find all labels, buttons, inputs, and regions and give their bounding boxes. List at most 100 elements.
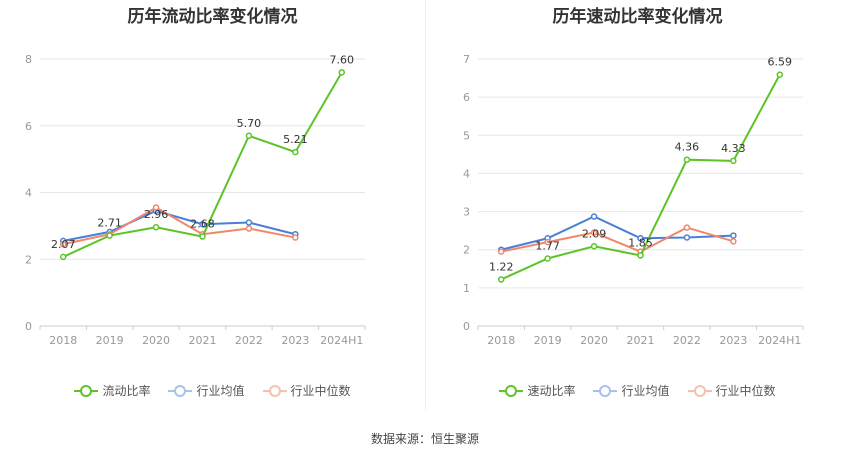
y-tick-label: 2	[25, 253, 32, 266]
legend-item-industry-average[interactable]: 行业均值	[168, 382, 245, 399]
legend-item-industry-median[interactable]: 行业中位数	[687, 382, 776, 399]
x-tick-label: 2018	[49, 334, 77, 347]
data-label: 2.71	[97, 217, 122, 230]
current-ratio-chart: 历年流动比率变化情况 0 2 4 6 8 2018 2019 2020 2021 2022 2023…	[0, 0, 425, 410]
data-point	[199, 233, 206, 240]
y-tick-label: 1	[463, 282, 470, 295]
data-label: 5.70	[237, 117, 262, 130]
legend-marker-icon	[74, 384, 99, 398]
data-point	[292, 234, 299, 241]
y-tick-label: 6	[463, 91, 470, 104]
data-point	[497, 276, 505, 283]
data-point	[106, 232, 113, 239]
data-point	[590, 229, 598, 236]
data-label: 1.85	[628, 236, 653, 249]
data-point	[637, 252, 644, 259]
panel-divider	[425, 0, 426, 410]
x-tick-label: 2024H1	[320, 334, 363, 347]
series-line-industry-average	[63, 209, 296, 242]
series-line-industry-average	[500, 215, 734, 251]
data-point	[292, 148, 299, 156]
data-point	[497, 248, 505, 255]
quick-ratio-chart: 历年速动比率变化情况 0 1 2 3 4 5 6 7 2018 2019 2020 2021 2022 2…	[425, 0, 850, 410]
y-tick-label: 0	[463, 320, 470, 333]
legend-item-current-ratio[interactable]: 流动比率	[74, 382, 150, 399]
data-label: 4.33	[721, 142, 746, 155]
data-point	[590, 213, 598, 220]
data-label: 2.68	[190, 218, 215, 231]
data-point	[199, 220, 206, 228]
y-tick-label: 6	[25, 120, 32, 133]
y-tick-label: 0	[25, 320, 32, 333]
data-label: 2.07	[51, 238, 76, 251]
y-tick-label: 3	[463, 206, 470, 219]
legend-label: 流动比率	[102, 384, 151, 398]
legend-item-industry-median[interactable]: 行业中位数	[262, 382, 351, 399]
data-label: 1.22	[489, 260, 514, 273]
x-tick-label: 2019	[96, 334, 124, 347]
x-tick-label: 2024H1	[758, 334, 801, 347]
legend-marker-icon	[499, 384, 524, 398]
chart-legend: 速动比率 行业均值 行业中位数	[425, 382, 850, 399]
data-label: 5.21	[283, 133, 308, 146]
series-line-industry-median	[501, 226, 734, 253]
x-tick-label: 2023	[281, 334, 309, 347]
x-tick-label: 2020	[580, 334, 608, 347]
legend-label: 行业均值	[621, 384, 670, 398]
y-tick-label: 4	[25, 187, 32, 200]
data-point	[730, 232, 737, 239]
legend-marker-icon	[262, 384, 287, 398]
data-point	[730, 238, 737, 245]
x-tick-label: 2018	[487, 334, 515, 347]
data-label: 2.09	[582, 227, 607, 240]
y-tick-label: 8	[25, 53, 32, 66]
data-point	[59, 240, 67, 248]
data-point	[338, 69, 346, 76]
data-point	[245, 132, 253, 140]
x-tick-label: 2022	[235, 334, 263, 347]
legend-marker-icon	[168, 384, 193, 398]
data-point	[245, 219, 253, 226]
data-source-note: 数据来源：恒生聚源	[370, 432, 479, 446]
data-point	[683, 224, 691, 231]
data-point	[59, 253, 67, 261]
x-tick-label: 2019	[534, 334, 562, 347]
y-tick-label: 5	[463, 129, 470, 142]
x-tick-label: 2022	[673, 334, 701, 347]
legend-item-quick-ratio[interactable]: 速动比率	[499, 382, 575, 399]
data-label: 2.96	[144, 208, 169, 221]
x-tick-label: 2021	[189, 334, 217, 347]
data-point	[152, 204, 160, 211]
x-tick-label: 2021	[627, 334, 655, 347]
data-point	[637, 235, 644, 242]
data-point	[152, 223, 160, 231]
data-point	[730, 157, 737, 165]
data-label: 7.60	[330, 53, 355, 66]
series-line-industry-median	[63, 206, 296, 246]
quick-ratio-plot: 0 1 2 3 4 5 6 7 2018 2019 2020 2021 2022 2023 2024H1 1.…	[463, 53, 804, 347]
data-point	[590, 243, 598, 250]
data-point	[544, 238, 551, 246]
data-point	[683, 234, 691, 241]
legend-label: 行业均值	[196, 384, 245, 398]
data-point	[776, 71, 784, 78]
current-ratio-plot: 0 2 4 6 8 2018 2019 2020 2021 2022 2023 2024H1 2.07 2…	[25, 53, 366, 347]
legend-label: 行业中位数	[715, 384, 776, 398]
data-label: 6.59	[768, 56, 793, 69]
legend-marker-icon	[687, 384, 712, 398]
x-tick-label: 2023	[719, 334, 747, 347]
y-tick-label: 4	[463, 167, 470, 180]
data-point	[683, 156, 691, 163]
data-label: 1.77	[535, 239, 560, 252]
legend-marker-icon	[593, 384, 618, 398]
chart-legend: 流动比率 行业均值 行业中位数	[0, 382, 425, 399]
legend-item-industry-average[interactable]: 行业均值	[593, 382, 670, 399]
legend-label: 速动比率	[527, 384, 576, 398]
legend-label: 行业中位数	[290, 384, 351, 398]
data-point	[544, 255, 551, 262]
x-tick-label: 2020	[142, 334, 170, 347]
y-tick-label: 2	[463, 244, 470, 257]
chart-title: 历年流动比率变化情况	[127, 7, 298, 27]
data-label: 4.36	[675, 141, 700, 154]
chart-title: 历年速动比率变化情况	[552, 7, 723, 27]
